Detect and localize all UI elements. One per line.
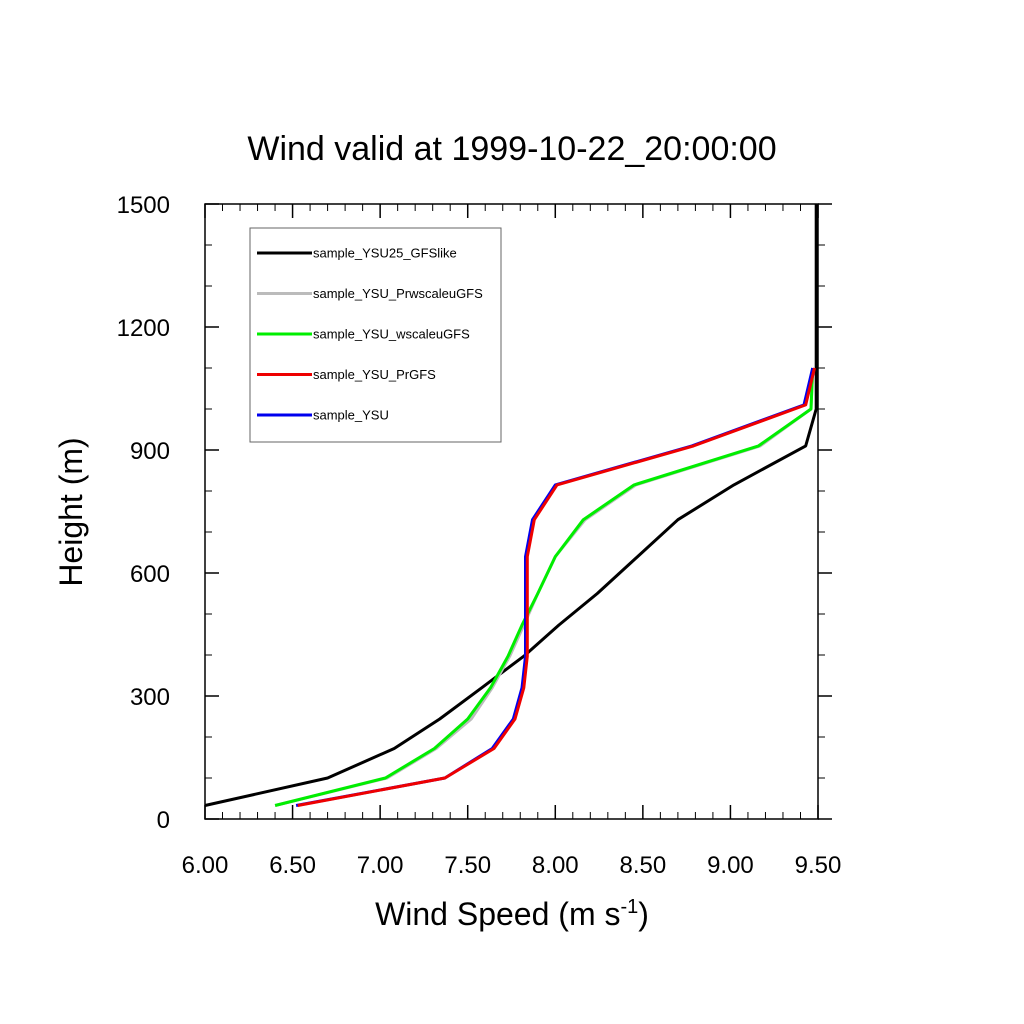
y-tick-label: 1500	[117, 192, 170, 219]
x-axis-label-main: Wind Speed (m s	[375, 896, 620, 932]
legend-label: sample_YSU_PrGFS	[313, 367, 436, 382]
legend-label: sample_YSU_wscaleuGFS	[313, 327, 470, 342]
y-tick-label: 300	[130, 684, 170, 711]
axis-tick-labels: 6.00 6.50 7.00 7.50 8.00 8.50 9.00 9.50 0 300 600 9…	[117, 192, 842, 879]
y-axis-label: Height (m)	[53, 437, 89, 586]
x-tick-label: 6.00	[182, 852, 229, 879]
y-tick-label: 0	[157, 807, 170, 834]
x-tick-label: 7.00	[357, 852, 404, 879]
legend-label: sample_YSU_PrwscaleuGFS	[313, 286, 483, 301]
series-lines	[204, 204, 818, 807]
y-tick-label: 600	[130, 561, 170, 588]
x-axis-label-end: )	[638, 896, 649, 932]
legend-label: sample_YSU	[313, 408, 389, 423]
x-tick-label: 6.50	[269, 852, 316, 879]
chart-title: Wind valid at 1999-10-22_20:00:00	[247, 130, 776, 168]
series-line	[274, 367, 815, 807]
x-tick-label: 8.00	[532, 852, 579, 879]
legend: sample_YSU25_GFSlike sample_YSU_Prwscaleu…	[249, 227, 502, 443]
x-tick-label: 9.00	[707, 852, 754, 879]
x-axis-label: Wind Speed (m s-1)	[375, 896, 649, 932]
x-axis-label-superscript: -1	[620, 896, 638, 918]
plot-frame	[204, 203, 819, 820]
axis-ticks	[204, 203, 832, 820]
series-line	[204, 204, 818, 807]
y-tick-label: 1200	[117, 315, 170, 342]
y-tick-label: 900	[130, 438, 170, 465]
x-tick-label: 7.50	[444, 852, 491, 879]
series-line	[297, 367, 816, 807]
x-tick-label: 8.50	[619, 852, 666, 879]
legend-label: sample_YSU25_GFSlike	[313, 246, 457, 261]
x-tick-label: 9.50	[795, 852, 842, 879]
